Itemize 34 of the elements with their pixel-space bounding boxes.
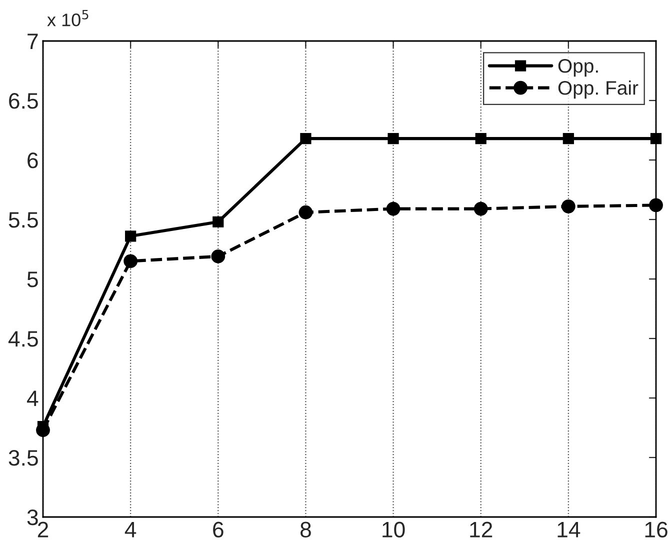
x-tick-label: 16	[645, 522, 668, 538]
point	[388, 133, 399, 144]
point	[649, 198, 663, 212]
x-tick-label: 10	[382, 522, 405, 538]
y-tick-label: 3.5	[8, 450, 38, 466]
x-tick-label: 6	[213, 522, 224, 538]
x-tick-label: 8	[300, 522, 311, 538]
legend-label: Opp. Fair	[558, 80, 638, 99]
y-tick-label: 5	[27, 272, 38, 288]
point	[211, 249, 226, 264]
y-tick-label: 7	[28, 34, 38, 50]
y-tick-label: 6.5	[9, 93, 38, 109]
x-tick-label: 14	[558, 522, 580, 538]
y-tick-label: 4.5	[8, 331, 38, 347]
x-tick-label: 2	[38, 522, 48, 538]
y-tick-label: 6	[28, 152, 38, 168]
point	[562, 133, 574, 144]
point	[475, 133, 486, 144]
x-tick-label: 4	[124, 522, 136, 538]
point	[561, 199, 576, 214]
legend-label: Opp.	[558, 59, 598, 77]
point	[474, 202, 488, 216]
point	[124, 254, 138, 268]
y-tick-label: 3	[27, 510, 38, 526]
y-tick-label: 4	[26, 390, 38, 406]
text: x 10$^{5}$	[47, 10, 88, 26]
point	[386, 202, 400, 216]
y-tick-label: 5.5	[8, 212, 38, 228]
point	[212, 216, 224, 228]
x-tick-label: 12	[470, 522, 492, 538]
point	[300, 133, 312, 144]
point	[298, 205, 313, 220]
point	[650, 133, 662, 144]
point	[125, 230, 136, 242]
